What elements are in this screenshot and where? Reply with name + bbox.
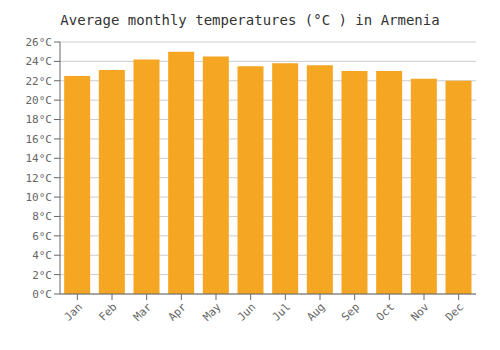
svg-text:6°C: 6°C	[32, 230, 52, 243]
svg-text:Dec: Dec	[443, 300, 466, 323]
svg-text:2°C: 2°C	[32, 269, 52, 282]
svg-text:Apr: Apr	[166, 300, 190, 324]
svg-text:18°C: 18°C	[26, 113, 53, 126]
svg-text:Jan: Jan	[62, 300, 85, 323]
svg-text:10°C: 10°C	[26, 191, 53, 204]
svg-text:8°C: 8°C	[32, 210, 52, 223]
svg-text:Sep: Sep	[339, 300, 362, 323]
svg-text:22°C: 22°C	[26, 75, 53, 88]
svg-text:12°C: 12°C	[26, 172, 53, 185]
svg-text:Feb: Feb	[96, 300, 119, 323]
svg-text:4°C: 4°C	[32, 249, 52, 262]
svg-text:26°C: 26°C	[26, 36, 53, 49]
svg-text:Jun: Jun	[235, 300, 258, 323]
svg-text:20°C: 20°C	[26, 94, 53, 107]
svg-text:May: May	[200, 300, 224, 324]
svg-text:14°C: 14°C	[26, 152, 53, 165]
svg-text:0°C: 0°C	[32, 288, 52, 301]
svg-text:Nov: Nov	[408, 300, 432, 324]
html-text:Average monthly temperatures (: Average monthly temperatures (°C ) in Ar…	[60, 12, 440, 28]
svg-text:Jul: Jul	[270, 300, 293, 323]
svg-text:Mar: Mar	[131, 300, 155, 324]
svg-text:Aug: Aug	[304, 300, 327, 323]
svg-text:24°C: 24°C	[26, 55, 53, 68]
svg-text:Oct: Oct	[374, 300, 397, 323]
svg-text:16°C: 16°C	[26, 133, 53, 146]
